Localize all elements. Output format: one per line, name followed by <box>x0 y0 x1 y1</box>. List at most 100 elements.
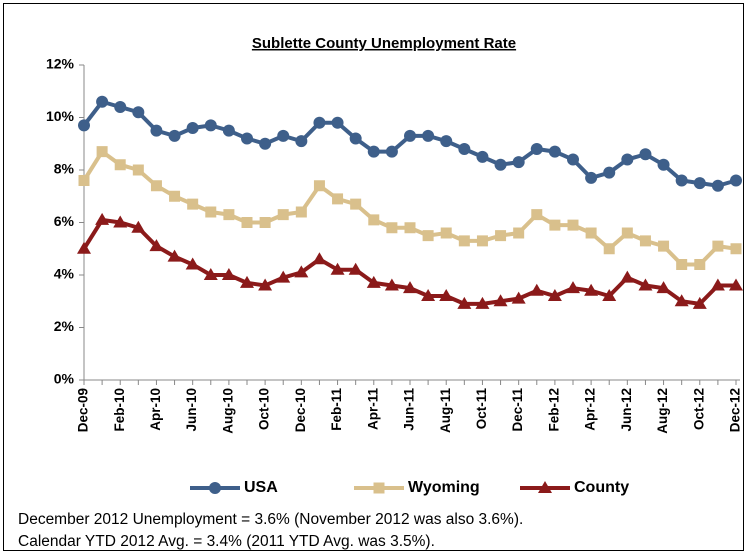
legend-label: Wyoming <box>408 479 480 496</box>
legend-label: County <box>574 479 629 496</box>
note: December 2012 Unemployment = 3.6% (Novem… <box>18 511 523 528</box>
point <box>621 227 633 239</box>
x-tick-label: Oct-12 <box>691 388 706 430</box>
y-tick-label: 10% <box>46 108 75 124</box>
point <box>205 206 217 218</box>
point <box>366 275 381 288</box>
point <box>657 158 670 171</box>
point <box>96 95 109 108</box>
y-tick-label: 8% <box>54 161 75 177</box>
point <box>186 122 199 134</box>
x-tick-label: Aug-11 <box>438 388 453 434</box>
point <box>350 198 362 210</box>
y-tick-label: 2% <box>54 318 75 334</box>
point <box>332 193 344 205</box>
point <box>313 116 326 129</box>
y-tick-label: 12% <box>46 56 75 72</box>
point <box>475 296 490 309</box>
y-tick-label: 0% <box>54 371 75 387</box>
point <box>204 119 217 132</box>
point <box>169 190 181 202</box>
point <box>620 270 635 283</box>
point <box>638 278 653 291</box>
point <box>185 257 200 270</box>
point <box>603 243 615 255</box>
point <box>258 278 273 291</box>
x-tick-label: Aug-10 <box>220 388 235 434</box>
point <box>511 291 526 304</box>
point <box>168 129 181 142</box>
point <box>78 119 90 132</box>
point <box>385 145 398 158</box>
x-tick-label: Jun-12 <box>619 388 634 432</box>
legend-label: USA <box>244 479 278 496</box>
point <box>132 106 145 119</box>
point <box>710 278 725 291</box>
point <box>259 217 271 228</box>
y-tick-label: 4% <box>54 266 75 282</box>
point <box>529 283 544 296</box>
point <box>95 212 110 225</box>
point <box>312 252 327 265</box>
point <box>439 289 454 301</box>
point <box>457 296 472 309</box>
point <box>349 132 362 145</box>
x-tick-label: Feb-10 <box>112 388 127 432</box>
point <box>150 180 162 192</box>
point <box>276 270 291 283</box>
point <box>209 482 221 494</box>
point <box>78 175 90 186</box>
point <box>259 137 272 150</box>
point <box>295 206 307 218</box>
point <box>621 153 634 166</box>
point <box>531 209 543 221</box>
point <box>348 262 363 275</box>
point <box>549 219 561 231</box>
x-tick-label: Dec-09 <box>76 388 91 432</box>
point <box>440 227 452 239</box>
point <box>404 129 416 142</box>
x-tick-label: Feb-12 <box>546 388 561 432</box>
legend-item: USA <box>190 479 278 496</box>
x-tick-label: Dec-12 <box>728 388 743 432</box>
point <box>96 146 108 158</box>
point <box>694 259 706 270</box>
x-tick-label: Oct-10 <box>257 388 272 430</box>
point <box>114 159 126 171</box>
point <box>367 145 380 158</box>
point <box>295 135 308 148</box>
x-tick-label: Apr-12 <box>583 388 598 431</box>
x-tick-label: Jun-11 <box>402 388 417 431</box>
point <box>730 174 742 187</box>
point <box>693 177 706 190</box>
point <box>440 135 453 148</box>
point <box>567 153 579 166</box>
point <box>403 281 417 294</box>
point <box>585 171 598 184</box>
point <box>547 289 562 301</box>
point <box>421 289 436 301</box>
point <box>221 268 236 280</box>
point <box>313 180 325 192</box>
point <box>422 129 435 142</box>
point <box>149 239 164 252</box>
point <box>602 289 617 301</box>
point <box>330 262 345 275</box>
point <box>150 124 163 137</box>
point <box>458 235 470 247</box>
point <box>113 215 128 228</box>
point <box>114 101 127 113</box>
point <box>513 227 525 239</box>
point <box>277 209 289 221</box>
point <box>386 222 398 234</box>
legend-item: Wyoming <box>354 479 480 496</box>
point <box>476 150 489 163</box>
point <box>603 166 616 179</box>
point <box>131 220 146 233</box>
x-tick-label: Oct-11 <box>474 388 489 430</box>
point <box>512 156 525 169</box>
point <box>404 222 416 234</box>
x-tick-label: Jun-10 <box>184 388 199 432</box>
point <box>656 281 671 294</box>
point <box>711 179 724 192</box>
